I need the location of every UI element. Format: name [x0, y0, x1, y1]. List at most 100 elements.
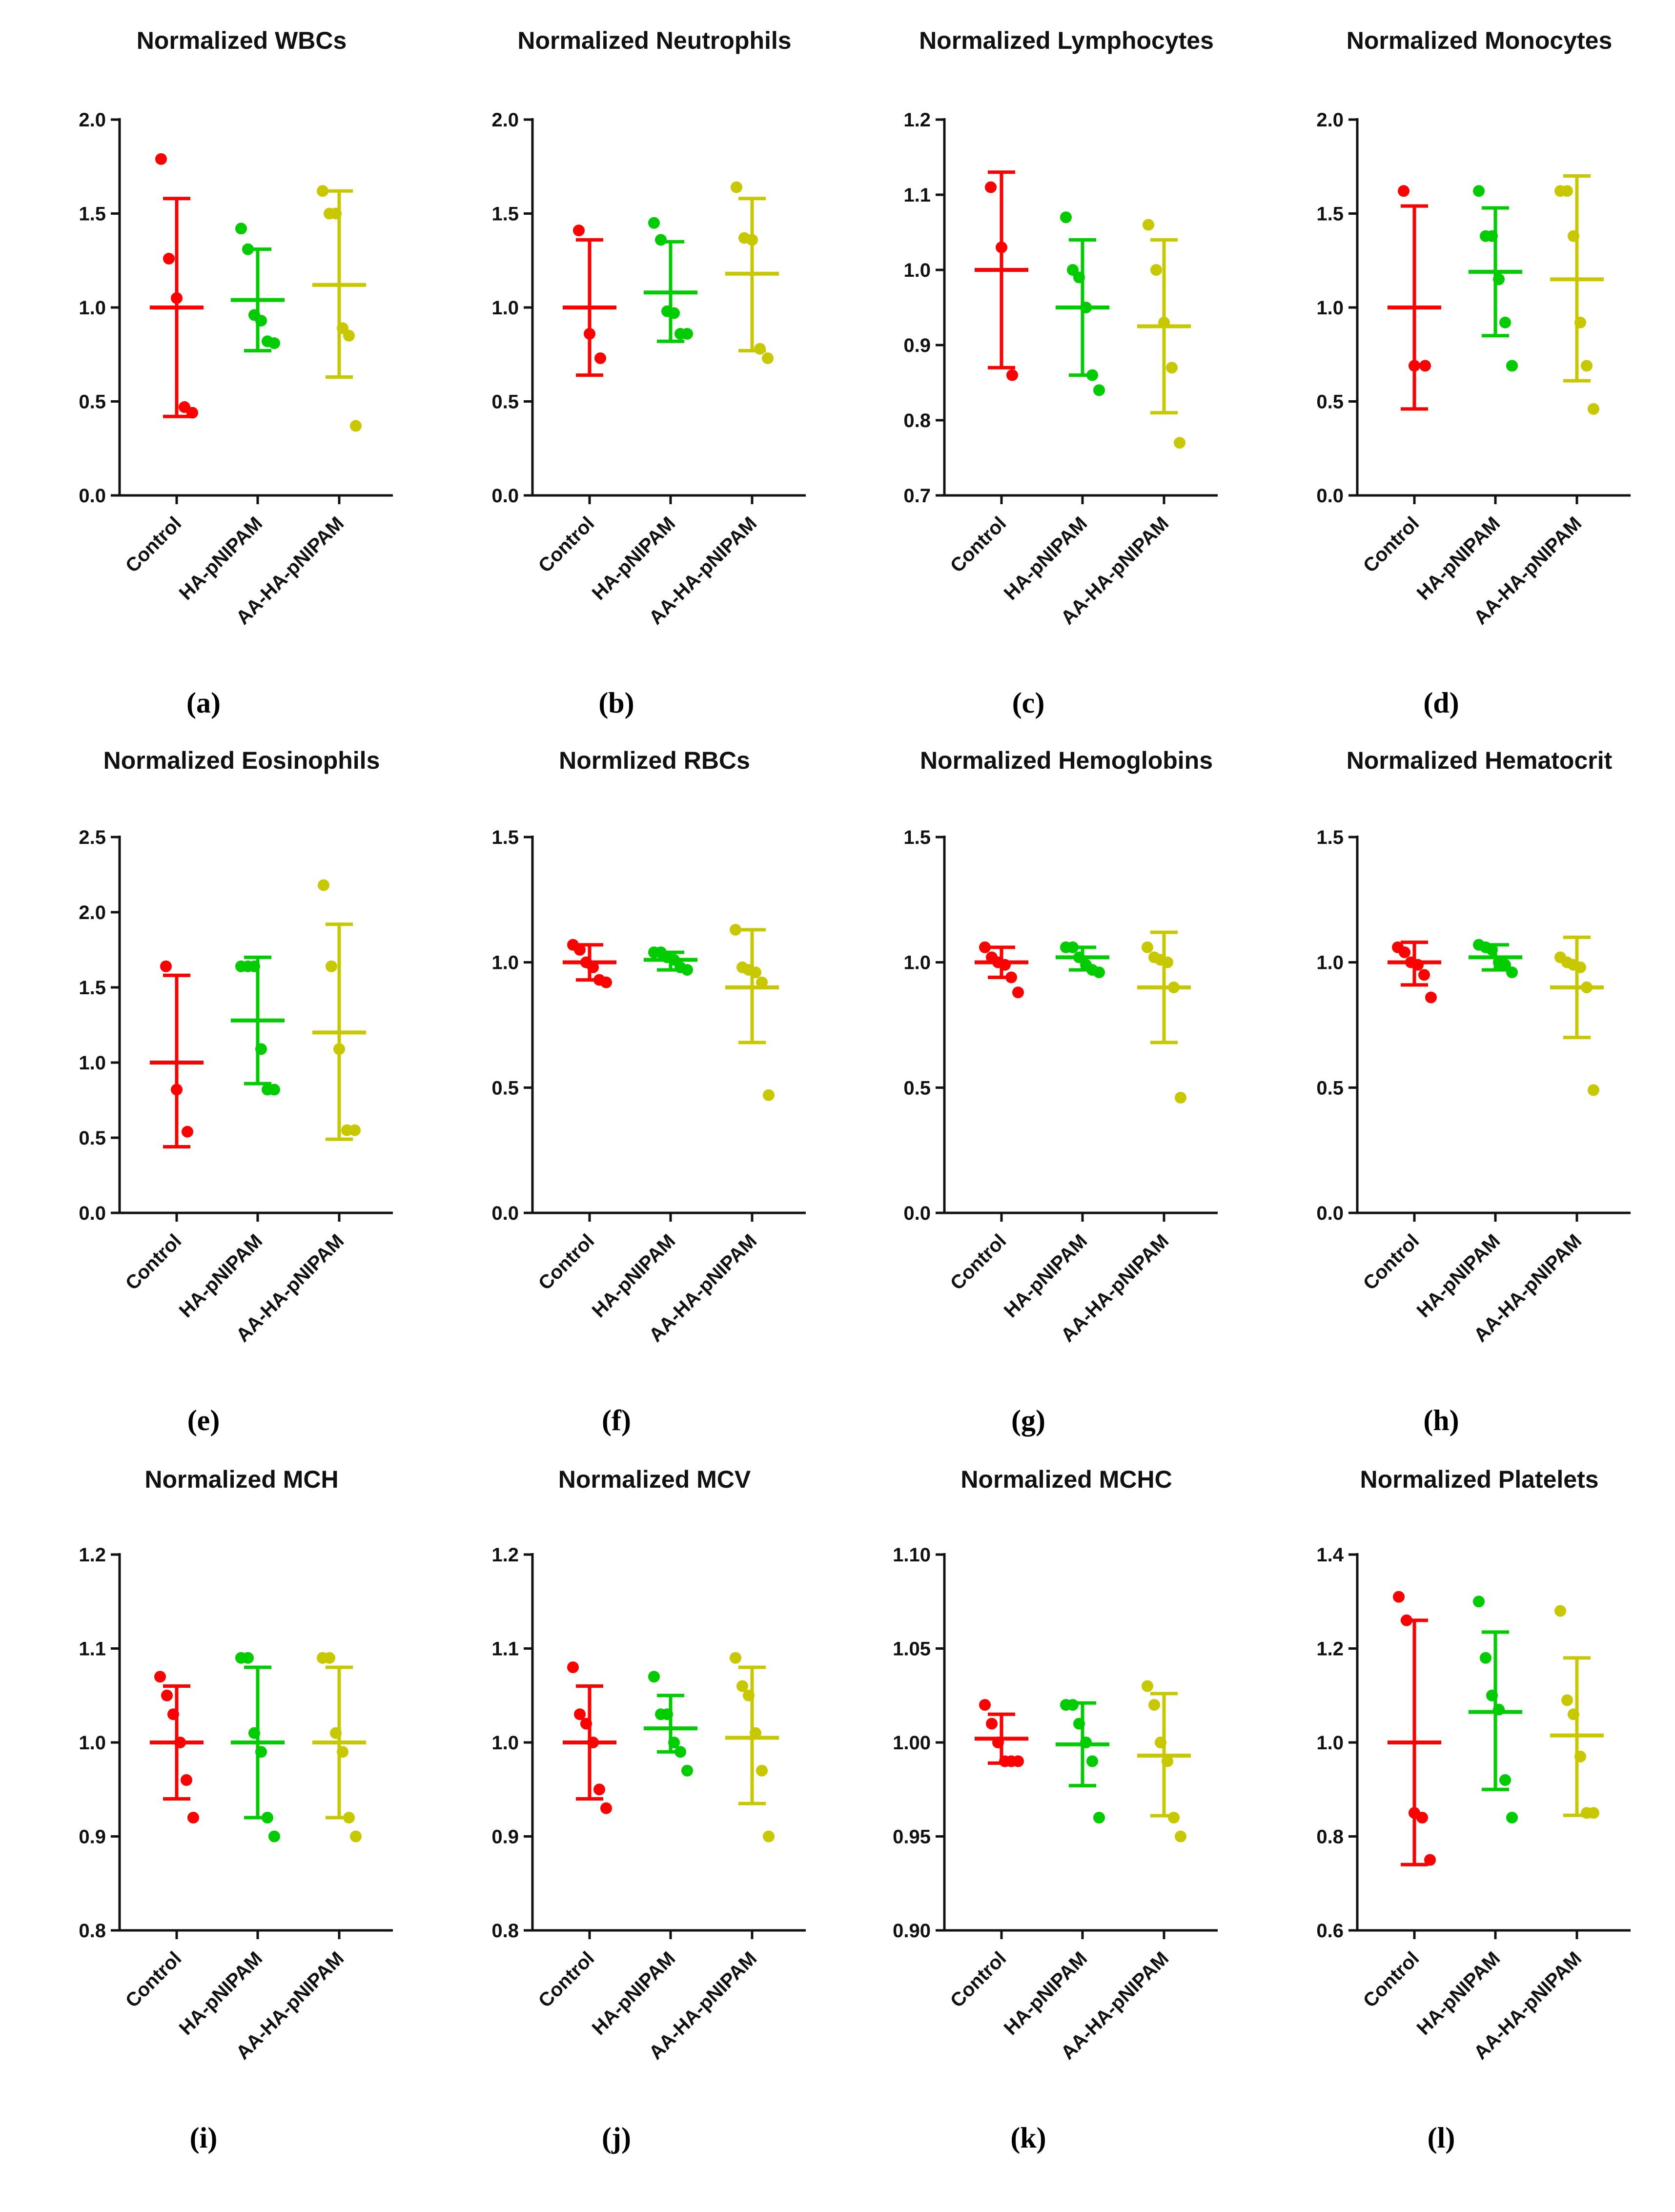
data-point	[1073, 271, 1085, 284]
data-point	[1581, 982, 1593, 993]
data-point	[174, 1737, 186, 1748]
series-ha-pnipam	[1056, 941, 1109, 979]
data-point	[750, 966, 761, 979]
y-tick-label: 1.0	[79, 1052, 106, 1074]
data-point	[567, 1661, 579, 1673]
data-point	[330, 1727, 342, 1739]
x-category-label: Control	[1359, 1230, 1424, 1294]
y-tick-label: 0.5	[79, 391, 106, 413]
y-tick-label: 0.0	[1316, 1203, 1344, 1224]
y-tick-label: 1.0	[903, 952, 931, 974]
y-tick-label: 0.90	[893, 1920, 931, 1942]
x-category-label: HA-pNIPAM	[588, 1947, 680, 2039]
x-category-label: HA-pNIPAM	[588, 1230, 680, 1322]
data-point	[731, 181, 742, 193]
data-point	[1086, 369, 1098, 381]
data-point	[754, 343, 766, 355]
data-point	[668, 307, 680, 319]
data-point	[1418, 969, 1430, 981]
y-tick-label: 0.0	[903, 1203, 931, 1224]
data-point	[167, 1708, 179, 1720]
data-point	[163, 252, 175, 265]
data-point	[337, 1746, 348, 1758]
data-point	[350, 1830, 362, 1843]
data-point	[593, 1783, 605, 1796]
data-point	[1155, 1737, 1166, 1748]
data-point	[1480, 1652, 1491, 1664]
data-point	[1093, 384, 1105, 396]
series-ha-pnipam	[231, 223, 285, 353]
series-aa-ha-pnipam	[1137, 930, 1191, 1104]
y-tick-label: 1.1	[903, 184, 931, 206]
data-point	[181, 1774, 192, 1786]
data-point	[1554, 1605, 1566, 1617]
chart-title: Normalized Hemoglobins	[920, 747, 1213, 774]
data-point	[1574, 961, 1586, 973]
panel-e: Normalized Eosinophils 0.0 0.5 1.0 1.5 2.0 2.5…	[79, 747, 393, 1436]
y-tick-label: 1.5	[491, 827, 519, 848]
data-point	[171, 1084, 183, 1096]
data-point	[1393, 1591, 1405, 1603]
y-tick-label: 1.5	[491, 204, 519, 225]
y-tick-label: 1.2	[79, 1544, 106, 1566]
data-point	[584, 328, 595, 340]
y-tick-label: 0.8	[903, 410, 931, 431]
data-point	[648, 1671, 660, 1683]
data-point	[349, 1124, 361, 1136]
series-control	[1388, 1591, 1441, 1866]
y-tick-label: 1.2	[491, 1544, 519, 1566]
y-tick-label: 0.9	[491, 1826, 519, 1848]
series-control	[975, 1699, 1028, 1767]
data-point	[1424, 1854, 1436, 1866]
y-tick-label: 0.9	[79, 1826, 106, 1848]
chart-title: Normlized RBCs	[559, 747, 750, 774]
series-control	[563, 939, 616, 988]
panel-l: Normalized Platelets 0.6 0.8 1.0 1.2 1.4 Contr…	[1316, 1466, 1631, 2154]
y-tick-label: 0.0	[491, 485, 519, 507]
data-point	[1561, 185, 1573, 197]
data-point	[756, 1764, 768, 1777]
data-point	[681, 1764, 693, 1777]
series-control	[563, 225, 616, 377]
data-point	[262, 1812, 273, 1823]
data-point	[674, 1746, 686, 1758]
data-point	[573, 225, 585, 237]
data-point	[763, 1830, 775, 1843]
data-point	[1080, 1737, 1092, 1748]
data-point	[668, 1737, 680, 1748]
x-category-label: Control	[1359, 1947, 1424, 2012]
panel-k: Normalized MCHC 0.90 0.95 1.00 1.05 1.10 Contr…	[893, 1466, 1218, 2154]
data-point	[992, 1737, 1004, 1748]
x-category-label: Control	[534, 1947, 599, 2012]
series-ha-pnipam	[644, 1671, 697, 1777]
y-tick-label: 1.05	[893, 1639, 931, 1660]
data-point	[350, 420, 362, 432]
data-point	[979, 1699, 991, 1711]
series-aa-ha-pnipam	[1137, 1680, 1191, 1843]
data-point	[343, 329, 355, 342]
data-point	[1412, 959, 1424, 971]
panel-letter: (i)	[190, 2122, 218, 2154]
y-tick-label: 1.2	[903, 109, 931, 131]
data-point	[1499, 959, 1511, 971]
series-ha-pnipam	[1056, 1699, 1109, 1823]
data-point	[762, 352, 774, 364]
series-ha-pnipam	[644, 217, 697, 343]
series-ha-pnipam	[1469, 939, 1522, 979]
data-point	[1409, 360, 1420, 372]
data-point	[580, 1718, 592, 1730]
data-point	[317, 185, 328, 197]
y-tick-label: 2.0	[1316, 109, 1344, 131]
x-category-label: HA-pNIPAM	[1000, 1947, 1092, 2039]
data-point	[594, 352, 606, 364]
series-ha-pnipam	[231, 1652, 285, 1843]
x-category-label: Control	[946, 512, 1011, 577]
y-tick-label: 1.0	[491, 297, 519, 319]
x-category-label: HA-pNIPAM	[175, 512, 267, 604]
data-point	[999, 959, 1011, 971]
series-aa-ha-pnipam	[312, 1652, 366, 1843]
data-point	[1499, 316, 1511, 328]
x-category-label: HA-pNIPAM	[1000, 1230, 1092, 1322]
panel-h: Normalized Hematocrit 0.0 0.5 1.0 1.5 Control…	[1316, 747, 1631, 1436]
